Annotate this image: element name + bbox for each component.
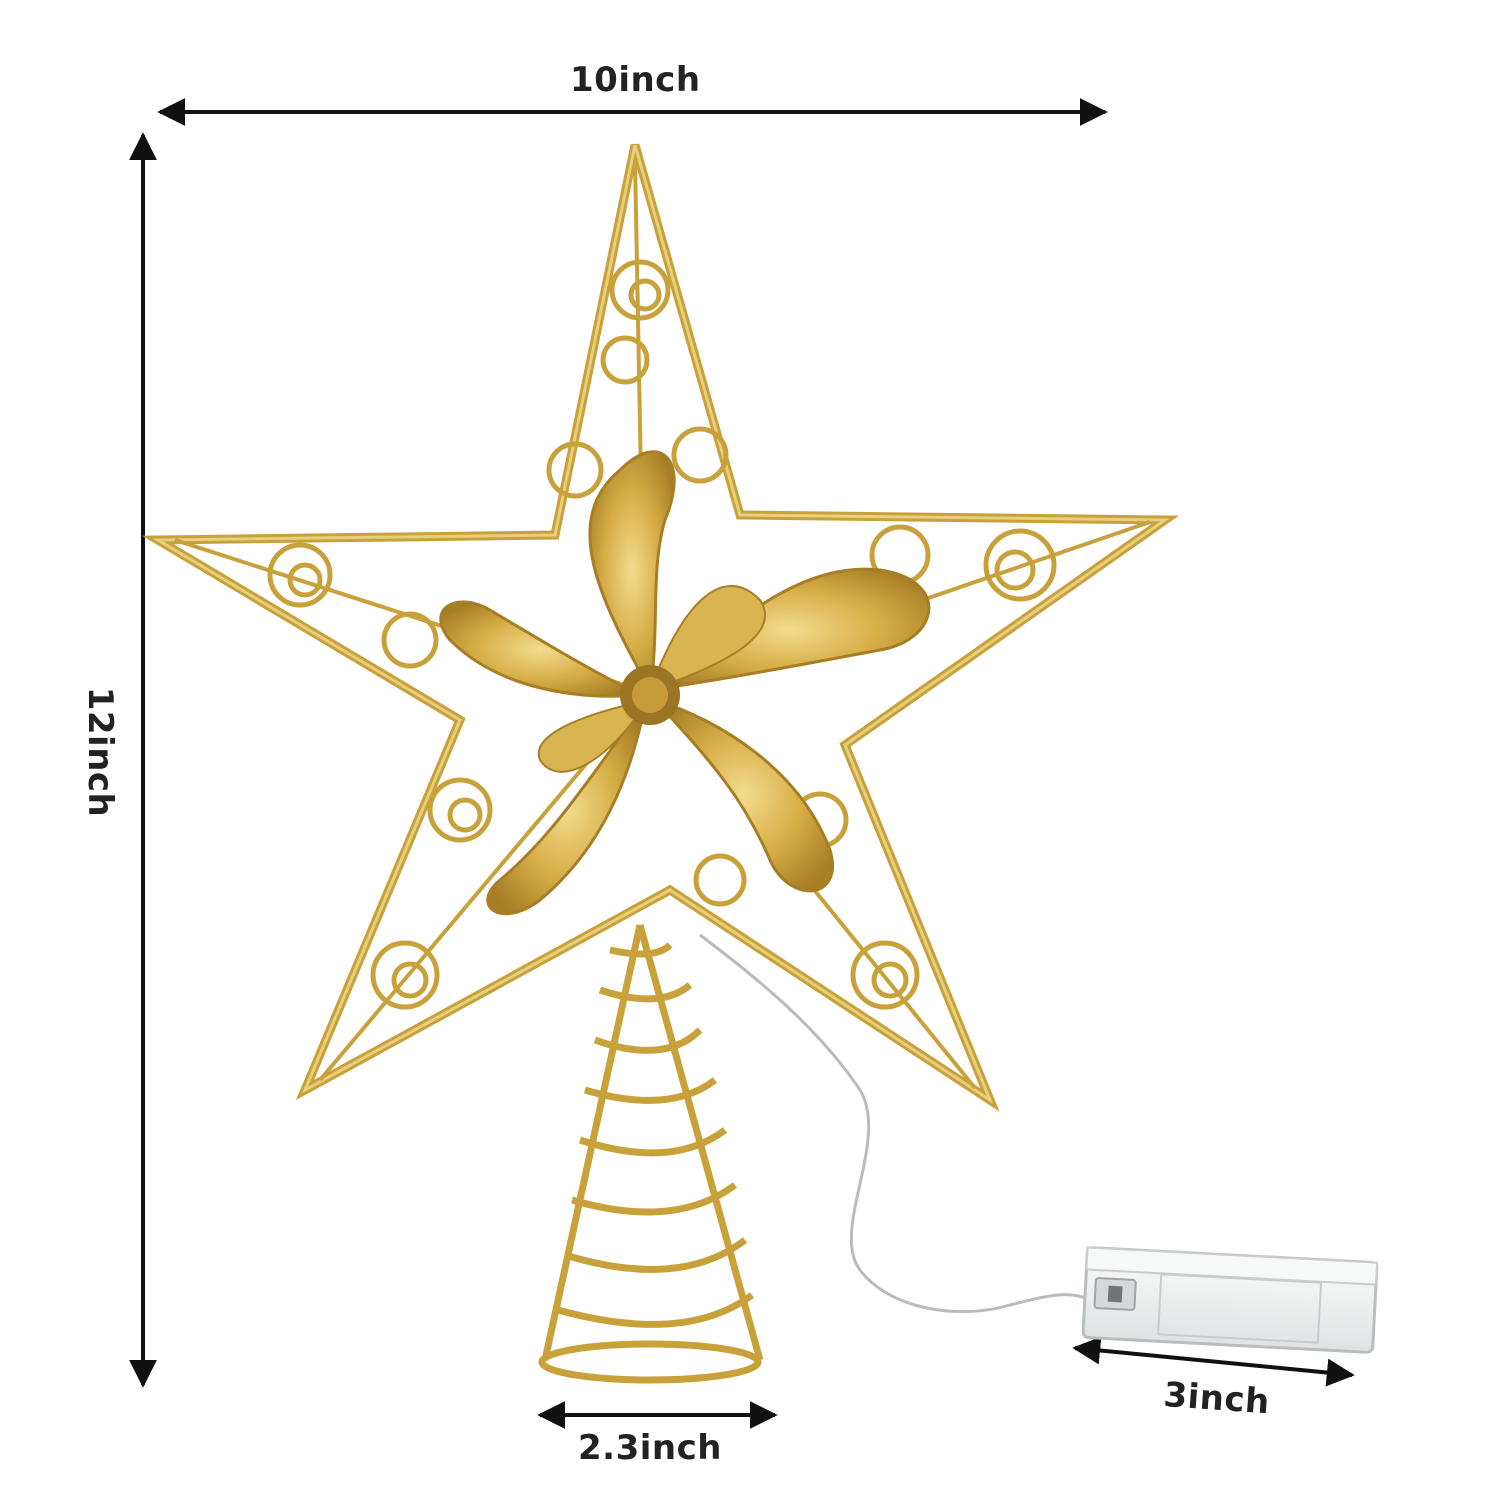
battery-box-dimension-label: 3inch [1162,1375,1272,1423]
poinsettia-flower [439,450,931,916]
height-dimension-label: 12inch [80,686,120,818]
wire [699,933,1091,1314]
box-arrow [1072,1336,1355,1387]
base-dimension-label: 2.3inch [578,1428,722,1468]
battery-box-icon [1081,1246,1379,1354]
star-icon [141,143,1179,1112]
spiral-cone-base [538,924,764,1384]
width-dimension-label: 10inch [570,60,701,100]
